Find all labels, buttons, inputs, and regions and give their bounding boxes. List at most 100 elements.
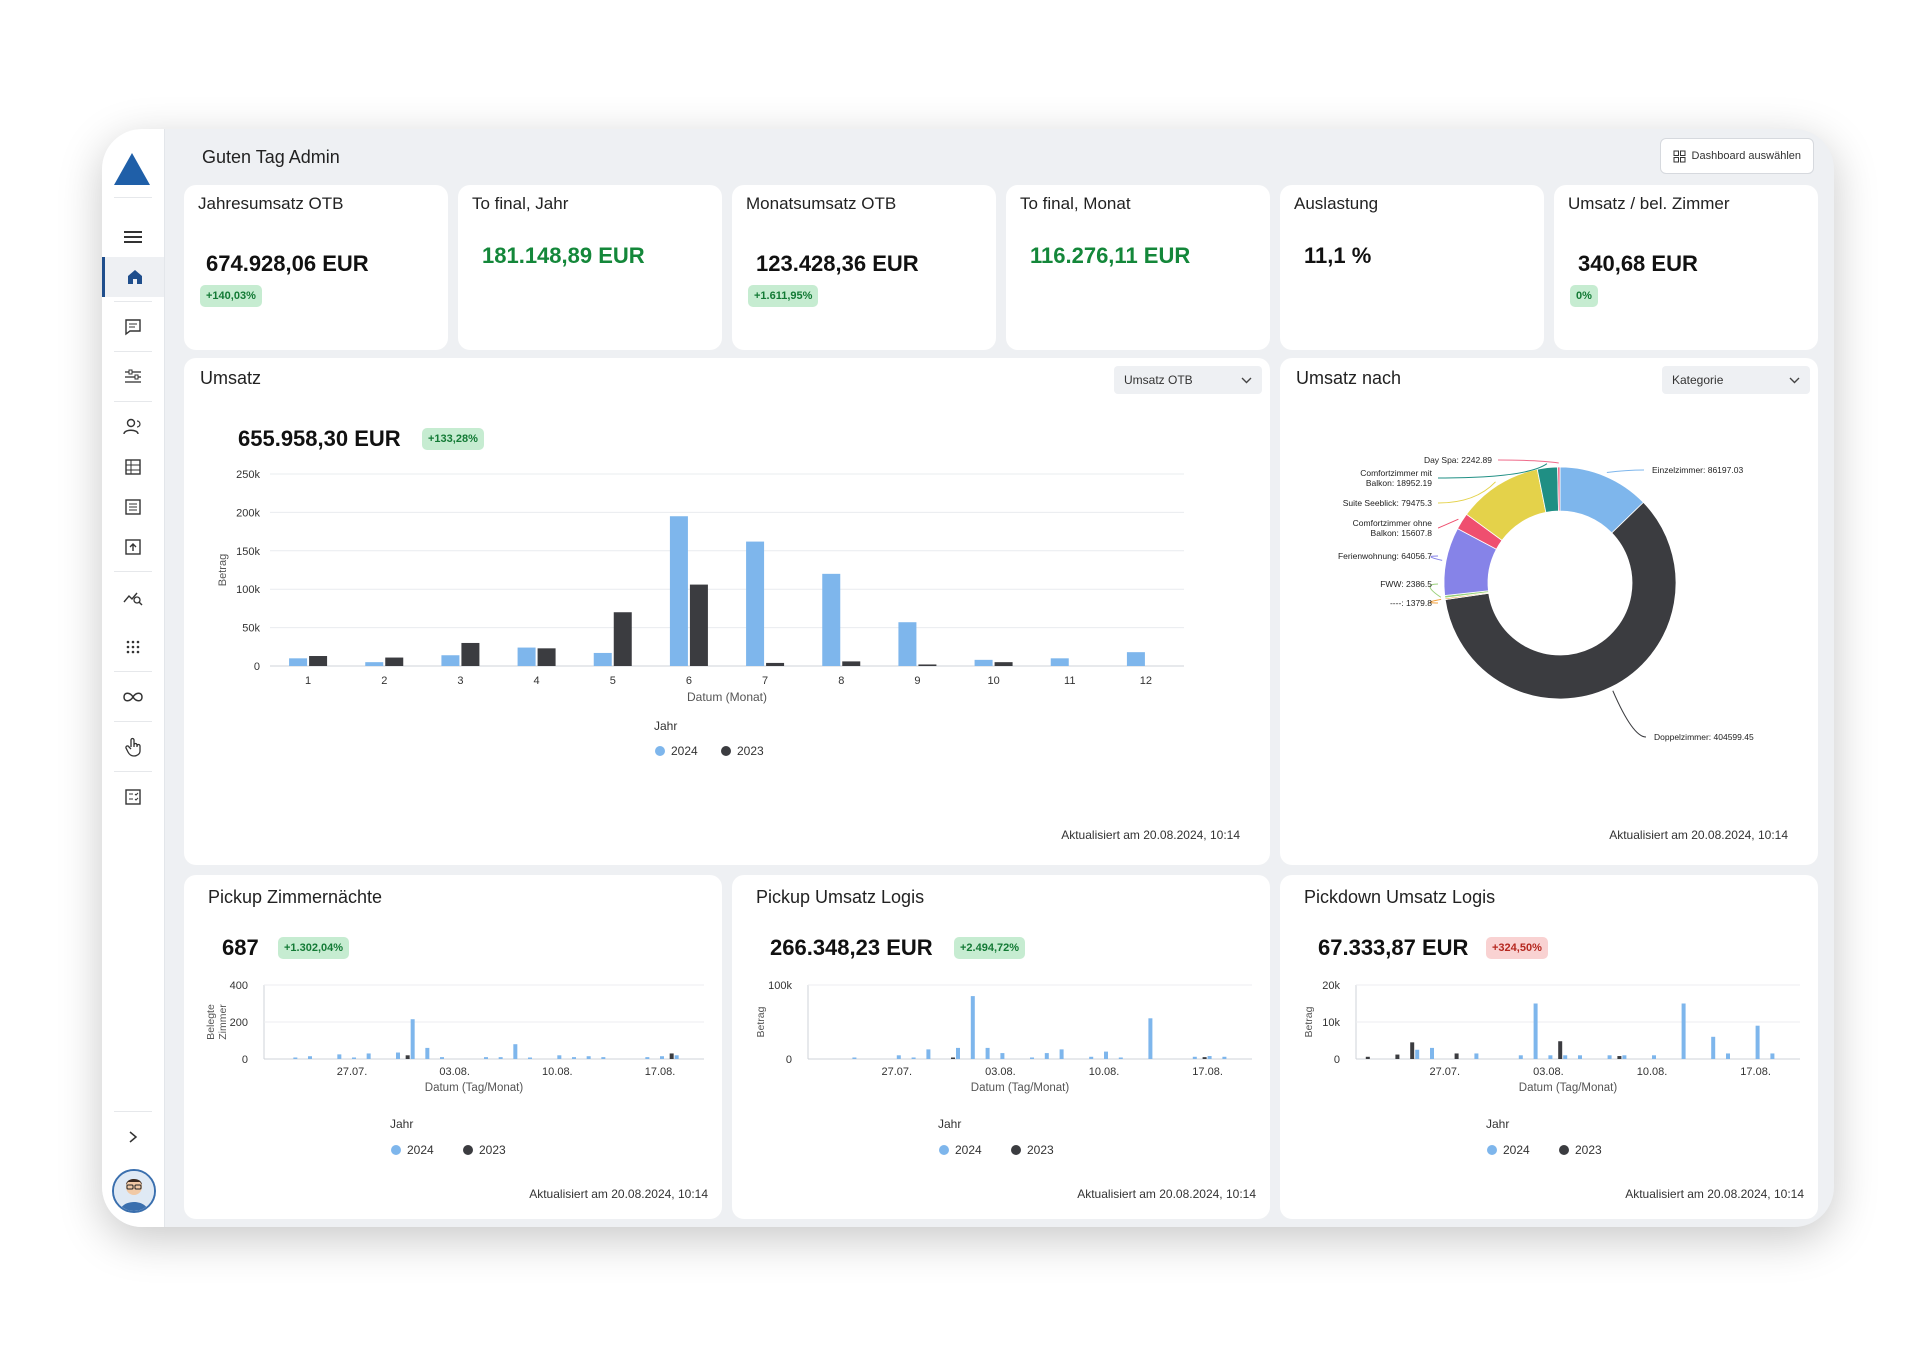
slice-label: Day Spa: 2242.89 xyxy=(1424,455,1492,465)
donut-slice xyxy=(1444,501,1677,700)
x-tick-label: 10 xyxy=(987,675,999,687)
x-tick-label: 17.08. xyxy=(1192,1066,1223,1078)
x-tick-label: 1 xyxy=(305,675,311,687)
select-value: Kategorie xyxy=(1672,373,1724,387)
chevron-down-icon xyxy=(1789,377,1800,383)
sidebar xyxy=(102,129,165,1227)
slice-label: Einzelzimmer: 86197.03 xyxy=(1652,465,1743,475)
bar-2024 xyxy=(517,647,536,666)
dashboard-select-button[interactable]: Dashboard auswählen xyxy=(1659,138,1814,174)
x-tick-label: 10.08. xyxy=(1637,1066,1668,1078)
slice-label: Ferienwohnung: 64056.7 xyxy=(1338,551,1432,561)
y-tick-label: 150k xyxy=(236,546,260,558)
slice-label: Doppelzimmer: 404599.45 xyxy=(1654,732,1754,742)
legend-marker xyxy=(655,746,665,756)
bar-2024 xyxy=(528,1057,532,1059)
bar-2024 xyxy=(1726,1053,1730,1059)
bar-2024 xyxy=(974,659,993,666)
legend-label: 2024 xyxy=(955,1143,982,1157)
pickup-zimmer-chart: 0 200 400 27.07. 03.08. 10.08. 17.08. Datum (Ta… xyxy=(205,980,704,1157)
x-tick-label: 11 xyxy=(1064,675,1075,687)
bar-2024 xyxy=(1652,1055,1656,1059)
sidebar-item-integrations[interactable] xyxy=(102,677,164,717)
logo-icon xyxy=(114,153,150,185)
bar-2023 xyxy=(689,584,708,666)
umsatz-card: Umsatz Umsatz OTB 655.958,30 EUR +133,28… xyxy=(184,358,1270,865)
y-tick-label: 0 xyxy=(242,1054,248,1066)
sliders-icon xyxy=(125,369,141,383)
bar-2024 xyxy=(1030,1057,1034,1059)
x-tick-label: 03.08. xyxy=(439,1066,470,1078)
sidebar-item-upload[interactable] xyxy=(102,527,164,567)
bar-2023 xyxy=(669,1053,674,1059)
umsatz-total: 655.958,30 EUR xyxy=(238,426,401,451)
bar-2024 xyxy=(926,1049,931,1059)
bar-2023 xyxy=(1202,1057,1207,1059)
bar-2024 xyxy=(1563,1055,1568,1059)
kpi-value: 11,1 % xyxy=(1304,243,1372,268)
bar-2023 xyxy=(1395,1054,1400,1059)
umsatz-type-select[interactable]: Umsatz OTB xyxy=(1114,366,1262,394)
bar-2023 xyxy=(537,648,556,666)
updated-timestamp: Aktualisiert am 20.08.2024, 10:14 xyxy=(1625,1187,1804,1201)
chat-icon xyxy=(125,319,141,336)
menu-icon[interactable] xyxy=(102,217,164,257)
avatar[interactable] xyxy=(112,1169,156,1213)
sidebar-item-lists[interactable] xyxy=(102,487,164,527)
bar-2024 xyxy=(1622,1055,1627,1059)
x-tick-label: 27.07. xyxy=(337,1066,368,1078)
expand-sidebar-button[interactable] xyxy=(102,1117,164,1157)
bar-2023 xyxy=(951,1057,955,1059)
sidebar-item-guests[interactable] xyxy=(102,407,164,447)
sidebar-item-tasks[interactable] xyxy=(102,777,164,817)
sidebar-item-touch[interactable] xyxy=(102,727,164,767)
upload-icon xyxy=(125,539,141,555)
y-axis-label: Betrag xyxy=(1303,1006,1315,1037)
legend-label: 2024 xyxy=(1503,1143,1530,1157)
y-axis-label: Zimmer xyxy=(217,1004,229,1040)
pickup-umsatz-card: Pickup Umsatz Logis 266.348,23 EUR +2.49… xyxy=(732,875,1270,1219)
sidebar-item-home[interactable] xyxy=(102,257,164,297)
card-title: Pickdown Umsatz Logis xyxy=(1304,887,1496,907)
bar-2024 xyxy=(557,1055,562,1059)
kpi-title: Umsatz / bel. Zimmer xyxy=(1568,194,1730,213)
legend-title: Jahr xyxy=(390,1117,413,1131)
kpi-card-auslastung: Auslastung 11,1 % xyxy=(1280,185,1544,350)
kpi-title: To final, Monat xyxy=(1020,194,1131,213)
bar-2023 xyxy=(842,661,861,666)
bar-2024 xyxy=(1681,1003,1686,1059)
kpi-title: Jahresumsatz OTB xyxy=(198,194,344,213)
users-icon xyxy=(123,418,141,435)
bar-2024 xyxy=(645,1057,650,1059)
slice-leader-line xyxy=(1606,469,1645,474)
bar-2024 xyxy=(674,1055,679,1059)
pickdown-umsatz-badge: +324,50% xyxy=(1486,937,1548,959)
umsatz-nach-card: Umsatz nach Kategorie Einzelzimmer: 8619… xyxy=(1280,358,1818,865)
sidebar-item-messages[interactable] xyxy=(102,307,164,347)
x-tick-label: 27.07. xyxy=(882,1066,913,1078)
slice-leader-line xyxy=(1437,463,1548,479)
x-tick-label: 27.07. xyxy=(1430,1066,1461,1078)
pickup-zimmer-card: Pickup Zimmernächte 687 +1.302,04% 0 200 4… xyxy=(184,875,722,1219)
y-axis-label: Belegte xyxy=(205,1004,217,1040)
y-tick-label: 200k xyxy=(236,507,260,519)
legend-marker xyxy=(1011,1145,1021,1155)
sidebar-item-analytics[interactable] xyxy=(102,577,164,617)
kpi-card-jahresumsatz: Jahresumsatz OTB 674.928,06 EUR +140,03% xyxy=(184,185,448,350)
sidebar-item-apps[interactable] xyxy=(102,627,164,667)
kpi-title: Monatsumsatz OTB xyxy=(746,194,897,213)
sidebar-item-buildings[interactable] xyxy=(102,447,164,487)
slice-leader-line xyxy=(1430,555,1443,561)
sidebar-item-filters[interactable] xyxy=(102,357,164,397)
select-value: Umsatz OTB xyxy=(1124,373,1193,387)
bar-2024 xyxy=(1755,1025,1760,1059)
pickdown-umsatz-value: 67.333,87 EUR xyxy=(1318,935,1469,960)
category-select[interactable]: Kategorie xyxy=(1662,366,1810,394)
donut-slice xyxy=(1557,466,1561,512)
x-axis-label: Datum (Monat) xyxy=(687,690,767,704)
card-title: Umsatz xyxy=(200,368,262,388)
bar-2024 xyxy=(498,1057,503,1059)
bar-2024 xyxy=(1430,1047,1434,1059)
legend-marker xyxy=(391,1145,401,1155)
bar-2024 xyxy=(1104,1051,1108,1059)
